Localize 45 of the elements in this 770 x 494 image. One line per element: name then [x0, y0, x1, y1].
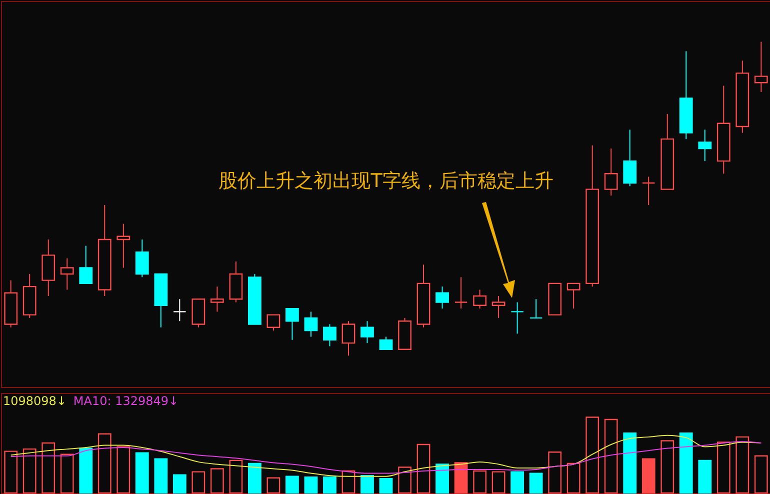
candlestick: [604, 148, 618, 196]
candlestick: [135, 239, 149, 278]
candlestick: [473, 289, 486, 310]
text: MA10: 1329849↓: [73, 394, 179, 408]
text: 1098098↓: [3, 394, 66, 408]
annotation: 股价上升之初出现T字线，后市稳定上升: [218, 170, 554, 192]
candlestick: [360, 320, 374, 344]
bar: [623, 432, 637, 494]
candlestick: [510, 302, 524, 334]
candlestick: [116, 223, 130, 268]
bar: [172, 474, 186, 494]
candlestick: [286, 308, 299, 340]
bar: [248, 462, 262, 494]
bar: [698, 460, 712, 494]
candlestick: [342, 320, 356, 356]
candlestick: [60, 258, 74, 290]
bar: [379, 478, 393, 494]
bar: [642, 458, 656, 494]
candlestick: [454, 276, 468, 310]
candlestick: [323, 324, 336, 347]
candlestick: [623, 129, 637, 187]
bar: [529, 472, 543, 494]
candlestick: [172, 298, 186, 322]
candlestick: [379, 336, 393, 350]
bar: [454, 462, 468, 494]
bar: [679, 432, 693, 494]
candlestick: [304, 311, 318, 338]
bar: [304, 476, 318, 494]
candlestick: [79, 245, 93, 284]
candlestick: [210, 286, 224, 312]
bar: [154, 458, 168, 494]
bar: [323, 476, 336, 494]
bar: [79, 448, 93, 494]
candlestick: [529, 298, 543, 319]
candlestick: [492, 295, 506, 318]
candlestick: [642, 176, 656, 206]
bar: [286, 476, 299, 494]
candlestick: [266, 314, 280, 332]
candlestick: [566, 282, 580, 310]
bar: [510, 471, 524, 494]
bar: [360, 474, 374, 494]
bar: [436, 464, 449, 494]
candlestick: [436, 286, 449, 310]
candlestick: [698, 129, 712, 162]
bar: [135, 452, 149, 494]
